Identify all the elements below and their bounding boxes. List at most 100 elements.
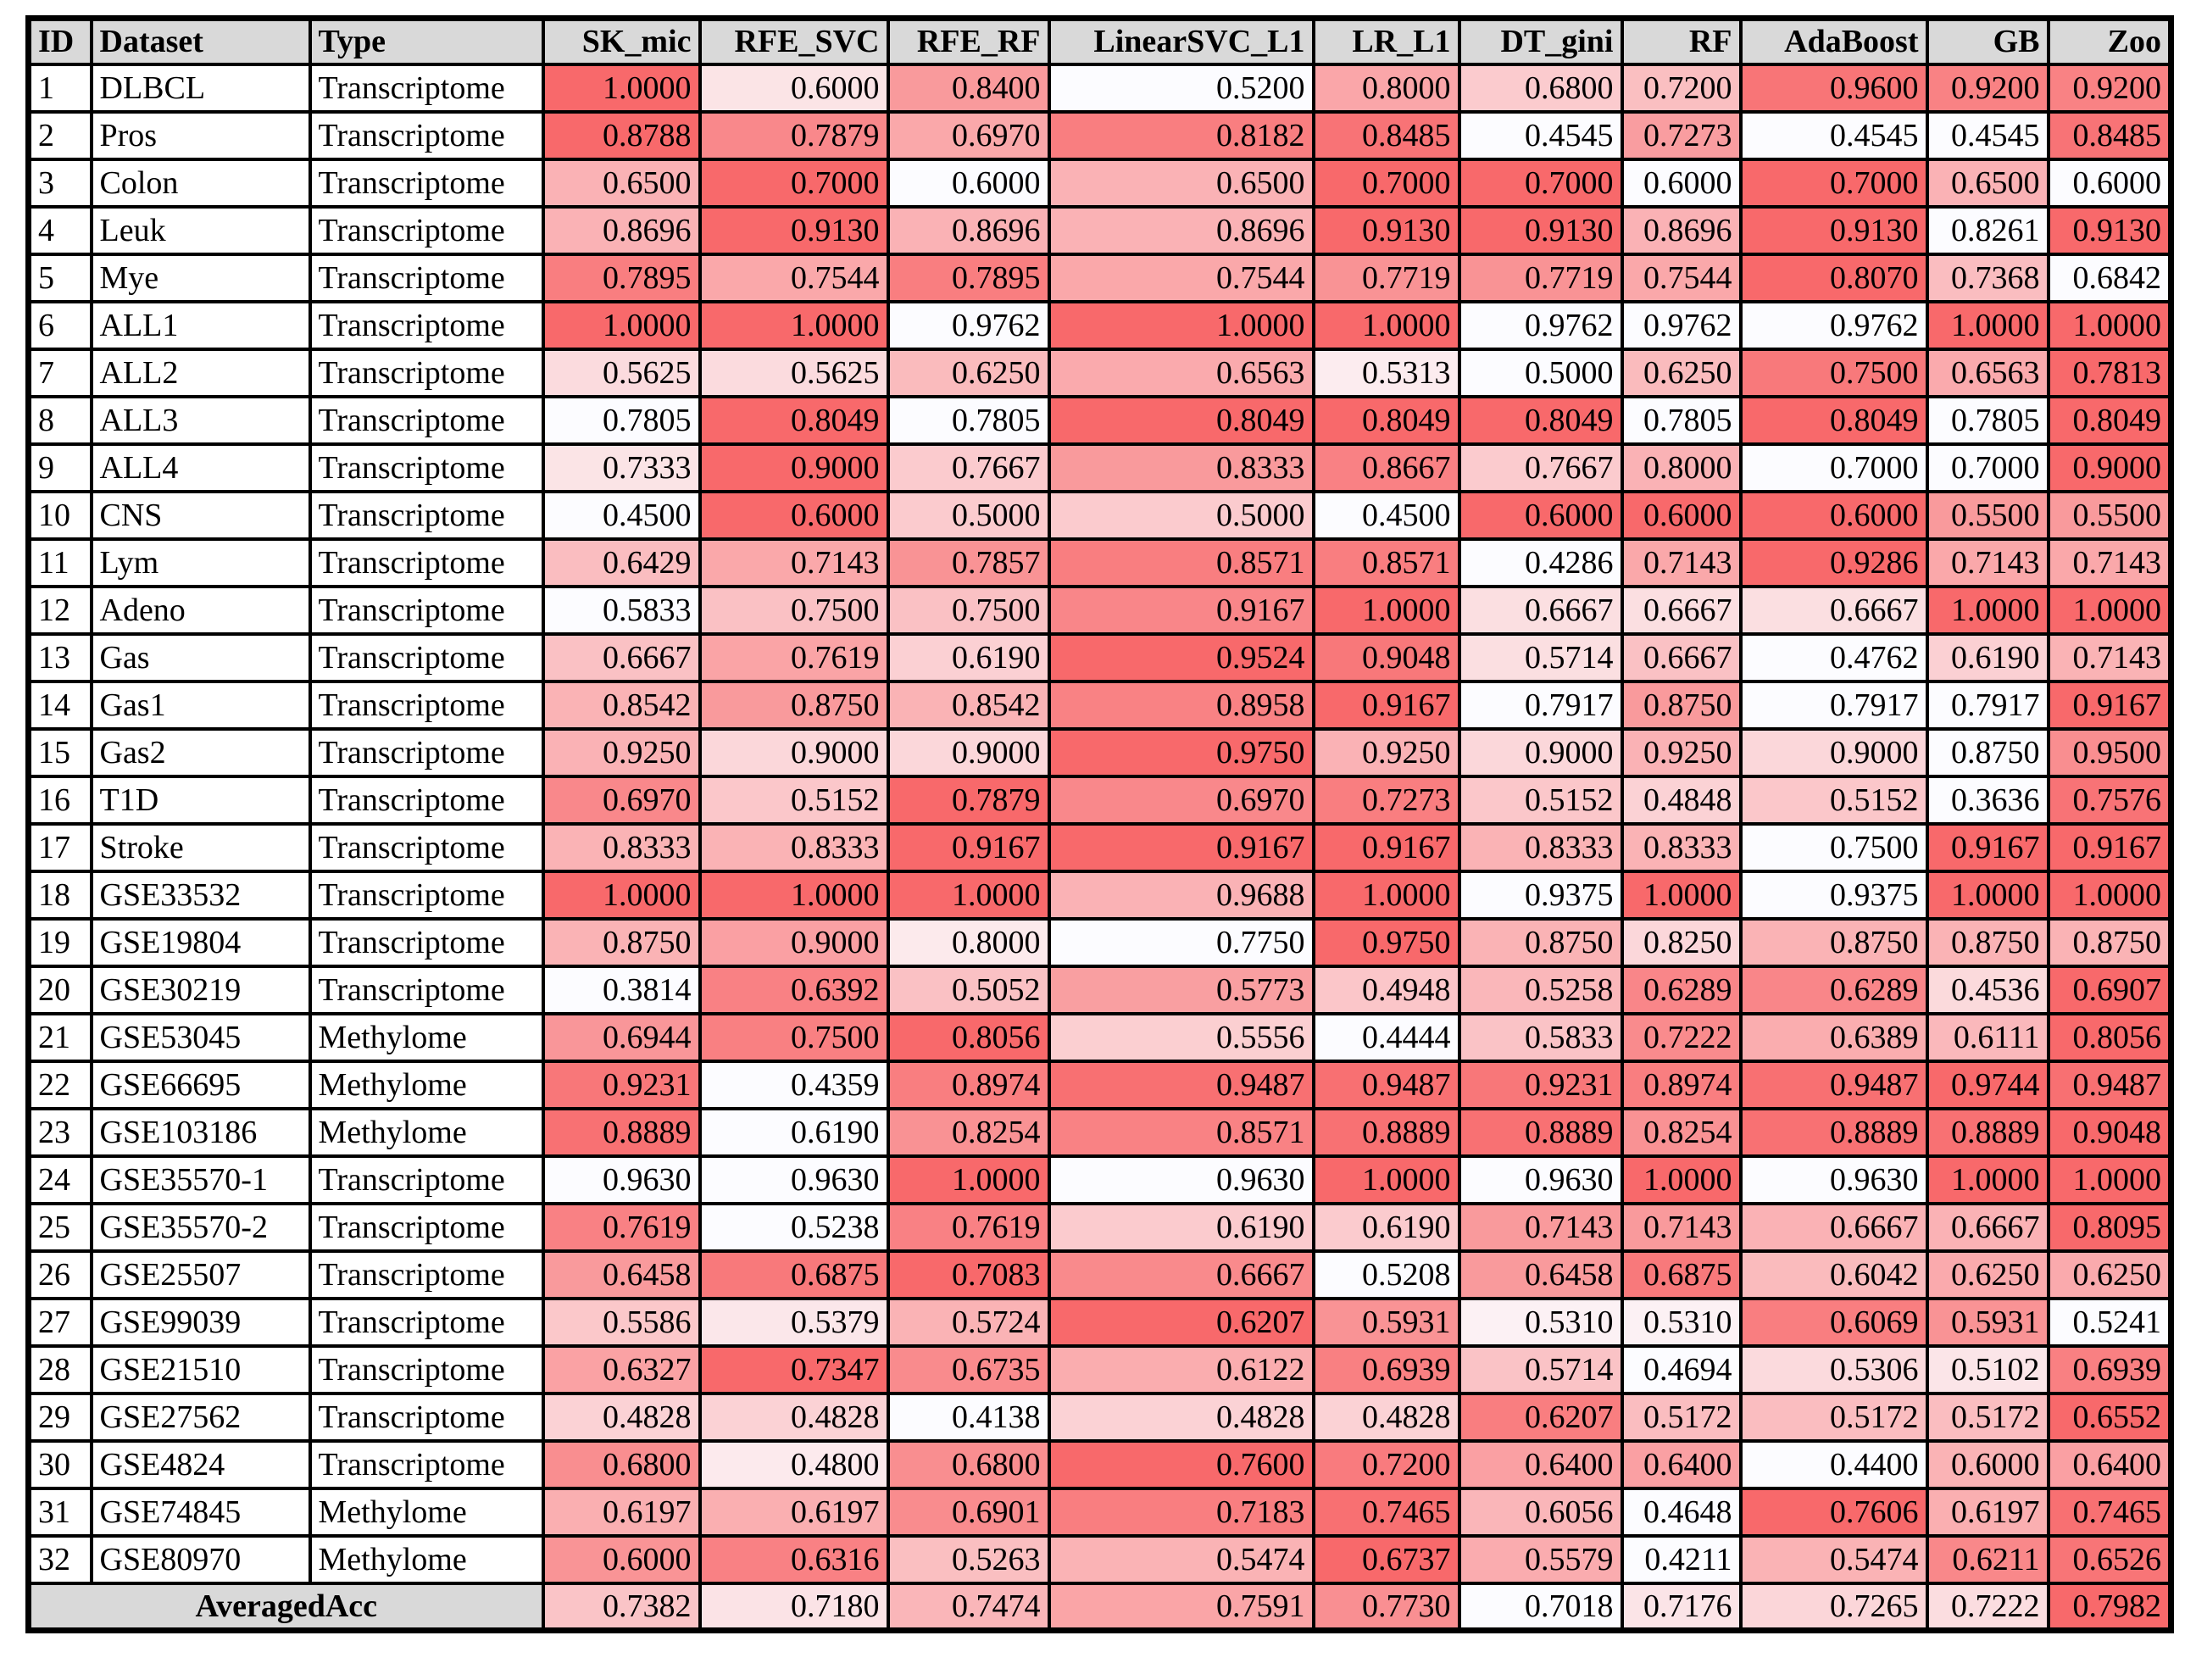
value-cell-adaboost: 0.4545 (1738, 109, 1929, 161)
cell-dataset: GSE53045 (89, 1011, 312, 1063)
table-row: 24 GSE35570-1 Transcriptome 0.9630 0.9630 1.0… (26, 1154, 2173, 1205)
value-cell-rfe_rf: 0.7879 (886, 774, 1051, 826)
value-cell-sk_mic: 0.6944 (541, 1011, 702, 1063)
value-cell-lr_l1: 1.0000 (1311, 299, 1461, 351)
value-cell-rfe_rf: 0.6735 (886, 1343, 1051, 1395)
value-cell-rfe_svc: 0.8049 (698, 394, 890, 446)
value-cell-rfe_rf: 0.8400 (886, 62, 1051, 114)
value-cell-sk_mic: 0.6458 (541, 1249, 702, 1300)
value-cell-sk_mic: 0.5586 (541, 1296, 702, 1348)
value-cell-rf: 0.6000 (1620, 489, 1743, 541)
value-cell-zoo: 0.9167 (2046, 821, 2173, 873)
value-cell-rfe_svc: 0.5625 (698, 347, 890, 398)
value-cell-zoo: 0.7143 (2046, 631, 2173, 683)
value-cell-rf: 0.7143 (1620, 1201, 1743, 1253)
cell-id: 29 (26, 1391, 93, 1443)
value-cell-zoo: 0.6400 (2046, 1438, 2173, 1490)
value-cell-dt_gini: 0.8889 (1457, 1106, 1624, 1158)
cell-dataset: Gas (89, 631, 312, 683)
cell-dataset: GSE21510 (89, 1343, 312, 1395)
cell-type: Methylome (308, 1533, 545, 1585)
value-cell-lr_l1: 0.8889 (1311, 1106, 1461, 1158)
table-row: 7 ALL2 Transcriptome 0.5625 0.5625 0.6250 0.65… (26, 347, 2173, 398)
cell-type: Transcriptome (308, 1391, 545, 1443)
header-cell-zoo: Zoo (2046, 16, 2173, 66)
value-cell-rfe_svc: 0.7544 (698, 252, 890, 303)
value-cell-dt_gini: 0.9000 (1457, 726, 1624, 778)
header-cell-rf: RF (1620, 16, 1743, 66)
cell-id: 28 (26, 1343, 93, 1395)
value-cell-rfe_rf: 0.7619 (886, 1201, 1051, 1253)
value-cell-dt_gini: 0.6000 (1457, 489, 1624, 541)
value-cell-lr_l1: 0.4500 (1311, 489, 1461, 541)
cell-dataset: ALL3 (89, 394, 312, 446)
cell-type: Transcriptome (308, 252, 545, 303)
value-cell-sk_mic: 0.9250 (541, 726, 702, 778)
cell-dataset: GSE27562 (89, 1391, 312, 1443)
value-cell-gb: 0.6667 (1925, 1201, 2050, 1253)
value-cell-zoo: 0.8485 (2046, 109, 2173, 161)
value-cell-rfe_rf: 0.9762 (886, 299, 1051, 351)
value-cell-rf: 0.8254 (1620, 1106, 1743, 1158)
table-body: 1 DLBCL Transcriptome 1.0000 0.6000 0.8400 0.5… (26, 62, 2173, 1585)
value-cell-dt_gini: 0.6400 (1457, 1438, 1624, 1490)
value-cell-dt_gini: 0.8750 (1457, 916, 1624, 968)
value-cell-adaboost: 0.6667 (1738, 1201, 1929, 1253)
value-cell-rf: 0.6289 (1620, 964, 1743, 1015)
value-cell-dt_gini: 0.5310 (1457, 1296, 1624, 1348)
value-cell-linearsvc_l1: 0.8571 (1047, 537, 1315, 588)
value-cell-dt_gini: 0.9130 (1457, 204, 1624, 256)
value-cell-zoo: 0.6552 (2046, 1391, 2173, 1443)
cell-dataset: Gas1 (89, 679, 312, 731)
value-cell-zoo: 1.0000 (2046, 584, 2173, 636)
value-cell-adaboost: 0.7000 (1738, 442, 1929, 493)
value-cell-zoo: 0.9500 (2046, 726, 2173, 778)
value-cell-adaboost: 0.7000 (1738, 157, 1929, 209)
value-cell-sk_mic: 0.8696 (541, 204, 702, 256)
value-cell-gb: 0.5102 (1925, 1343, 2050, 1395)
value-cell-rfe_rf: 0.6250 (886, 347, 1051, 398)
value-cell-zoo: 0.9487 (2046, 1059, 2173, 1110)
cell-id: 32 (26, 1533, 93, 1585)
cell-id: 6 (26, 299, 93, 351)
value-cell-rfe_rf: 1.0000 (886, 869, 1051, 921)
value-cell-linearsvc_l1: 0.6970 (1047, 774, 1315, 826)
value-cell-lr_l1: 0.9167 (1311, 679, 1461, 731)
cell-dataset: GSE35570-2 (89, 1201, 312, 1253)
value-cell-lr_l1: 0.9750 (1311, 916, 1461, 968)
value-cell-rfe_svc: 0.6000 (698, 489, 890, 541)
table-row: 1 DLBCL Transcriptome 1.0000 0.6000 0.8400 0.5… (26, 62, 2173, 114)
value-cell-dt_gini: 0.6458 (1457, 1249, 1624, 1300)
cell-dataset: Adeno (89, 584, 312, 636)
value-cell-rfe_svc: 0.7500 (698, 1011, 890, 1063)
value-cell-sk_mic: 0.9630 (541, 1154, 702, 1205)
value-cell-sk_mic: 1.0000 (541, 869, 702, 921)
table-row: 10 CNS Transcriptome 0.4500 0.6000 0.5000 0.50… (26, 489, 2173, 541)
value-cell-sk_mic: 0.6000 (541, 1533, 702, 1585)
value-cell-sk_mic: 0.7333 (541, 442, 702, 493)
value-cell-sk_mic: 0.6970 (541, 774, 702, 826)
value-cell-rfe_svc: 0.6392 (698, 964, 890, 1015)
cell-type: Transcriptome (308, 537, 545, 588)
footer-value-cell-sk_mic: 0.7382 (541, 1581, 702, 1633)
value-cell-gb: 0.5172 (1925, 1391, 2050, 1443)
value-cell-rf: 0.7273 (1620, 109, 1743, 161)
value-cell-dt_gini: 0.6667 (1457, 584, 1624, 636)
value-cell-dt_gini: 0.8049 (1457, 394, 1624, 446)
table-row: 9 ALL4 Transcriptome 0.7333 0.9000 0.7667 0.83… (26, 442, 2173, 493)
value-cell-sk_mic: 1.0000 (541, 299, 702, 351)
value-cell-rf: 0.8750 (1620, 679, 1743, 731)
cell-id: 18 (26, 869, 93, 921)
value-cell-rfe_rf: 0.5000 (886, 489, 1051, 541)
cell-type: Transcriptome (308, 631, 545, 683)
value-cell-rfe_svc: 0.9630 (698, 1154, 890, 1205)
value-cell-gb: 0.6563 (1925, 347, 2050, 398)
value-cell-rf: 0.8000 (1620, 442, 1743, 493)
value-cell-lr_l1: 0.9167 (1311, 821, 1461, 873)
cell-dataset: Leuk (89, 204, 312, 256)
value-cell-dt_gini: 0.9375 (1457, 869, 1624, 921)
value-cell-adaboost: 0.8750 (1738, 916, 1929, 968)
cell-dataset: Gas2 (89, 726, 312, 778)
value-cell-linearsvc_l1: 0.8182 (1047, 109, 1315, 161)
cell-id: 14 (26, 679, 93, 731)
